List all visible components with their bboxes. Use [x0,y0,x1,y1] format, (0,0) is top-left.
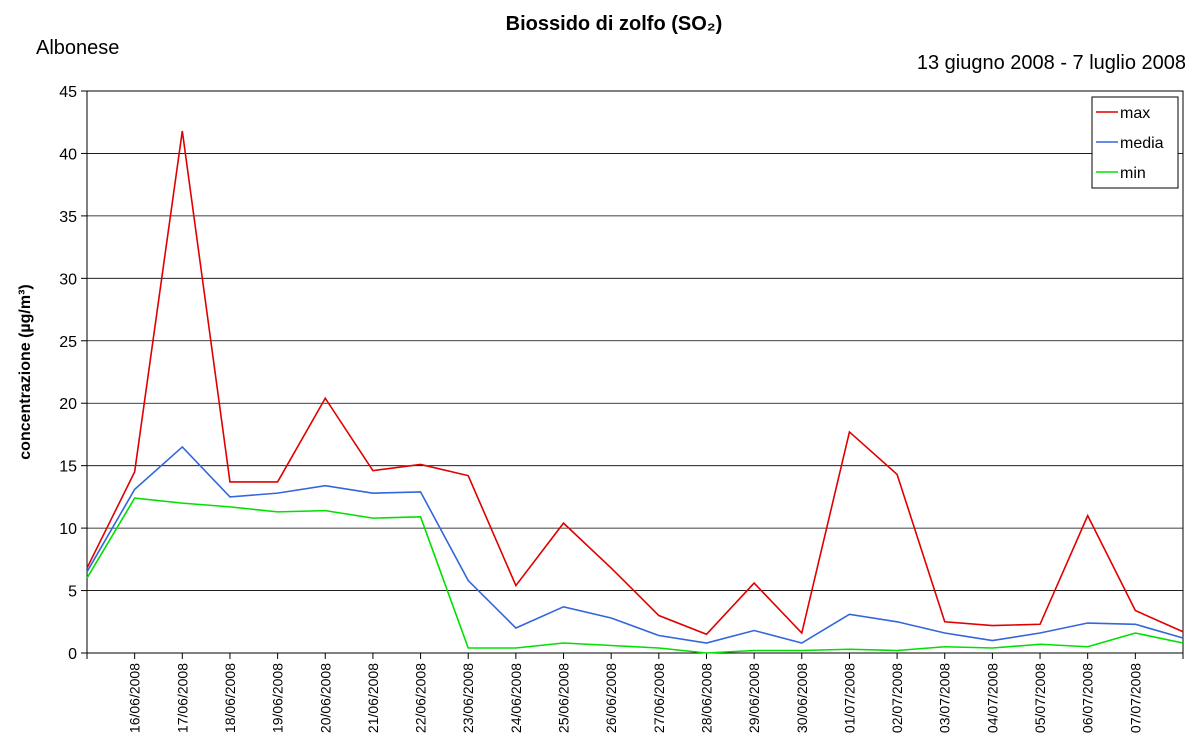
x-tick-label: 23/06/2008 [460,663,476,733]
x-tick-label: 19/06/2008 [270,663,286,733]
x-tick-label: 17/06/2008 [174,663,190,733]
x-tick-label: 22/06/2008 [413,663,429,733]
series-line [86,445,1184,644]
y-tick-label: 40 [59,146,77,163]
series-line [86,130,1184,636]
y-tick-label: 15 [59,459,77,476]
y-tick-label: 25 [59,334,77,351]
legend-label: max [1120,105,1150,122]
x-tick-label: 18/06/2008 [222,663,238,733]
x-tick-label: 27/06/2008 [651,663,667,733]
station: Albonese [36,37,119,59]
x-tick-label: 21/06/2008 [365,663,381,733]
legend-label: min [1120,165,1146,182]
y-tick-label: 35 [59,209,77,226]
legend-label: media [1120,135,1164,152]
y-axis-label: concentrazione (µg/m³) [17,284,34,459]
period: 13 giugno 2008 - 7 luglio 2008 [917,52,1186,74]
y-tick-label: 0 [68,646,77,663]
x-tick-label: 20/06/2008 [317,663,333,733]
x-tick-label: 03/07/2008 [937,663,953,733]
x-tick-label: 02/07/2008 [889,663,905,733]
x-tick-label: 04/07/2008 [984,663,1000,733]
x-tick-label: 29/06/2008 [746,663,762,733]
x-tick-label: 07/07/2008 [1127,663,1143,733]
y-tick-label: 45 [59,84,77,101]
x-tick-label: 28/06/2008 [698,663,714,733]
y-tick-label: 5 [68,584,77,601]
x-tick-label: 26/06/2008 [603,663,619,733]
y-tick-label: 30 [59,271,77,288]
x-tick-label: 05/07/2008 [1032,663,1048,733]
chart-title: Biossido di zolfo (SO₂) [506,13,723,35]
x-tick-label: 06/07/2008 [1080,663,1096,733]
series-line [86,497,1184,654]
x-tick-label: 16/06/2008 [127,663,143,733]
y-tick-label: 10 [59,521,77,538]
x-tick-label: 25/06/2008 [556,663,572,733]
plot-border [86,90,1184,654]
x-tick-label: 24/06/2008 [508,663,524,733]
x-tick-label: 01/07/2008 [841,663,857,733]
x-tick-label: 30/06/2008 [794,663,810,733]
y-tick-label: 20 [59,396,77,413]
